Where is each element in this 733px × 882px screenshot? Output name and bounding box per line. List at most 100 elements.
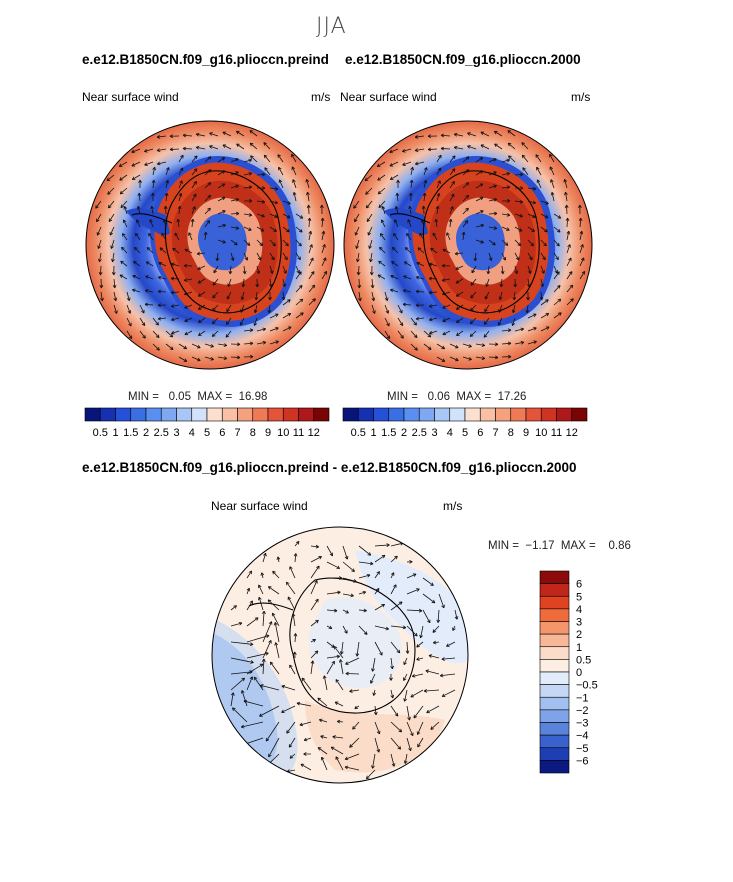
vector-arrowhead [513,283,518,288]
wind-vector [549,166,555,176]
vector-arrowhead [241,677,245,682]
colorbar-tick-label: 3 [173,427,179,439]
wind-vector [449,356,459,361]
vector-arrowhead [289,566,293,570]
wind-vector [455,252,464,255]
vector-arrowhead [322,257,327,262]
colorbar-swatch [252,407,269,422]
wind-vector [204,356,214,360]
wind-vector [442,291,451,295]
colorbar-swatch [479,407,496,422]
vector-arrowhead [228,270,233,275]
wind-vector [406,573,417,579]
vector-arrowhead [244,257,248,261]
vector-arrowhead [394,555,398,560]
vector-arrowhead [456,319,460,323]
vector-arrowhead [353,205,357,209]
colorbar-tick-label: 5 [204,427,210,439]
wind-vector [365,187,373,195]
wind-vector [565,192,568,202]
wind-vector [279,179,284,189]
colorbar-swatch [403,407,420,422]
vector-arrowhead [110,245,114,249]
wind-vector [403,289,412,293]
vector-arrowhead [436,619,441,623]
vector-arrowhead [511,309,516,314]
wind-vector [106,174,115,182]
vector-arrowhead [333,645,338,650]
wind-vector [133,261,141,267]
vector-arrowhead [184,331,189,336]
wind-vector [390,641,401,654]
vector-arrowhead [441,358,446,362]
wind-vector [454,146,464,150]
vector-arrowhead [339,651,344,655]
wind-vector [170,291,180,294]
vector-arrowhead [507,341,512,346]
wind-vector [152,167,156,176]
wind-vector [240,304,245,313]
wind-vector [551,192,555,202]
wind-vector [217,210,226,215]
vector-arrowhead [393,233,397,237]
wind-vector [291,153,297,163]
vector-arrowhead [259,242,263,247]
vector-arrowhead [442,318,446,322]
vector-arrowhead [556,242,560,247]
wind-vector [177,219,180,228]
colorbar-swatch [464,407,481,422]
vector-arrowhead [536,179,541,183]
vector-arrowhead [213,269,217,274]
wind-vector [240,317,245,326]
colorbar-tick-label: −4 [576,730,589,742]
colorbar-tick-label: 12 [566,427,578,439]
vector-arrowhead [406,232,410,237]
wind-vector [454,133,464,137]
wind-vector [217,356,227,359]
wind-vector [394,219,399,228]
vector-arrowhead [155,334,160,339]
vector-arrowhead [369,271,374,276]
colorbar-swatch [99,407,116,422]
wind-vector [440,148,451,150]
vector-arrowhead [272,570,276,575]
vector-arrowhead [375,588,380,592]
vector-arrowhead [310,257,314,262]
colorbar-tick-label: 8 [250,427,256,439]
vector-arrowhead [177,205,182,210]
wind-vector [198,304,206,310]
wind-vector [204,220,211,228]
wind-vector [355,239,360,249]
panel2-max-value: 17.26 [497,391,527,403]
colorbar-tick-label: 0.5 [93,427,108,439]
vector-arrowhead [429,262,433,267]
wind-vector [553,252,559,260]
vector-arrowhead [207,182,212,186]
vector-arrowhead [286,581,290,586]
wind-vector [406,233,412,241]
wind-vector [337,720,344,723]
wind-vector [225,330,232,338]
vector-arrowhead [285,242,289,247]
wind-vector [274,622,280,643]
wind-vector [512,304,516,313]
wind-vector [296,702,312,707]
vector-arrowhead [253,676,258,681]
vector-arrowhead [298,285,303,289]
wind-vector [553,226,561,233]
vector-arrowhead [409,179,414,184]
vector-arrowhead [493,171,497,175]
wind-vector [566,244,571,254]
wind-vector [421,219,425,228]
wind-vector [416,276,425,280]
diff-units-label: m/s [443,499,463,513]
wind-vector [282,291,285,301]
wind-vector [475,170,484,176]
vector-arrowhead [403,698,407,702]
panel2-colorbar: 0.5 1 1.5 2 2.5 3 4 5 6 7 8 9 10 11 12 [342,407,588,439]
vector-arrowhead [100,297,104,302]
vector-arrowhead [207,156,212,160]
wind-vector [521,142,529,150]
wind-vector [241,690,248,707]
wind-vector [295,213,304,219]
